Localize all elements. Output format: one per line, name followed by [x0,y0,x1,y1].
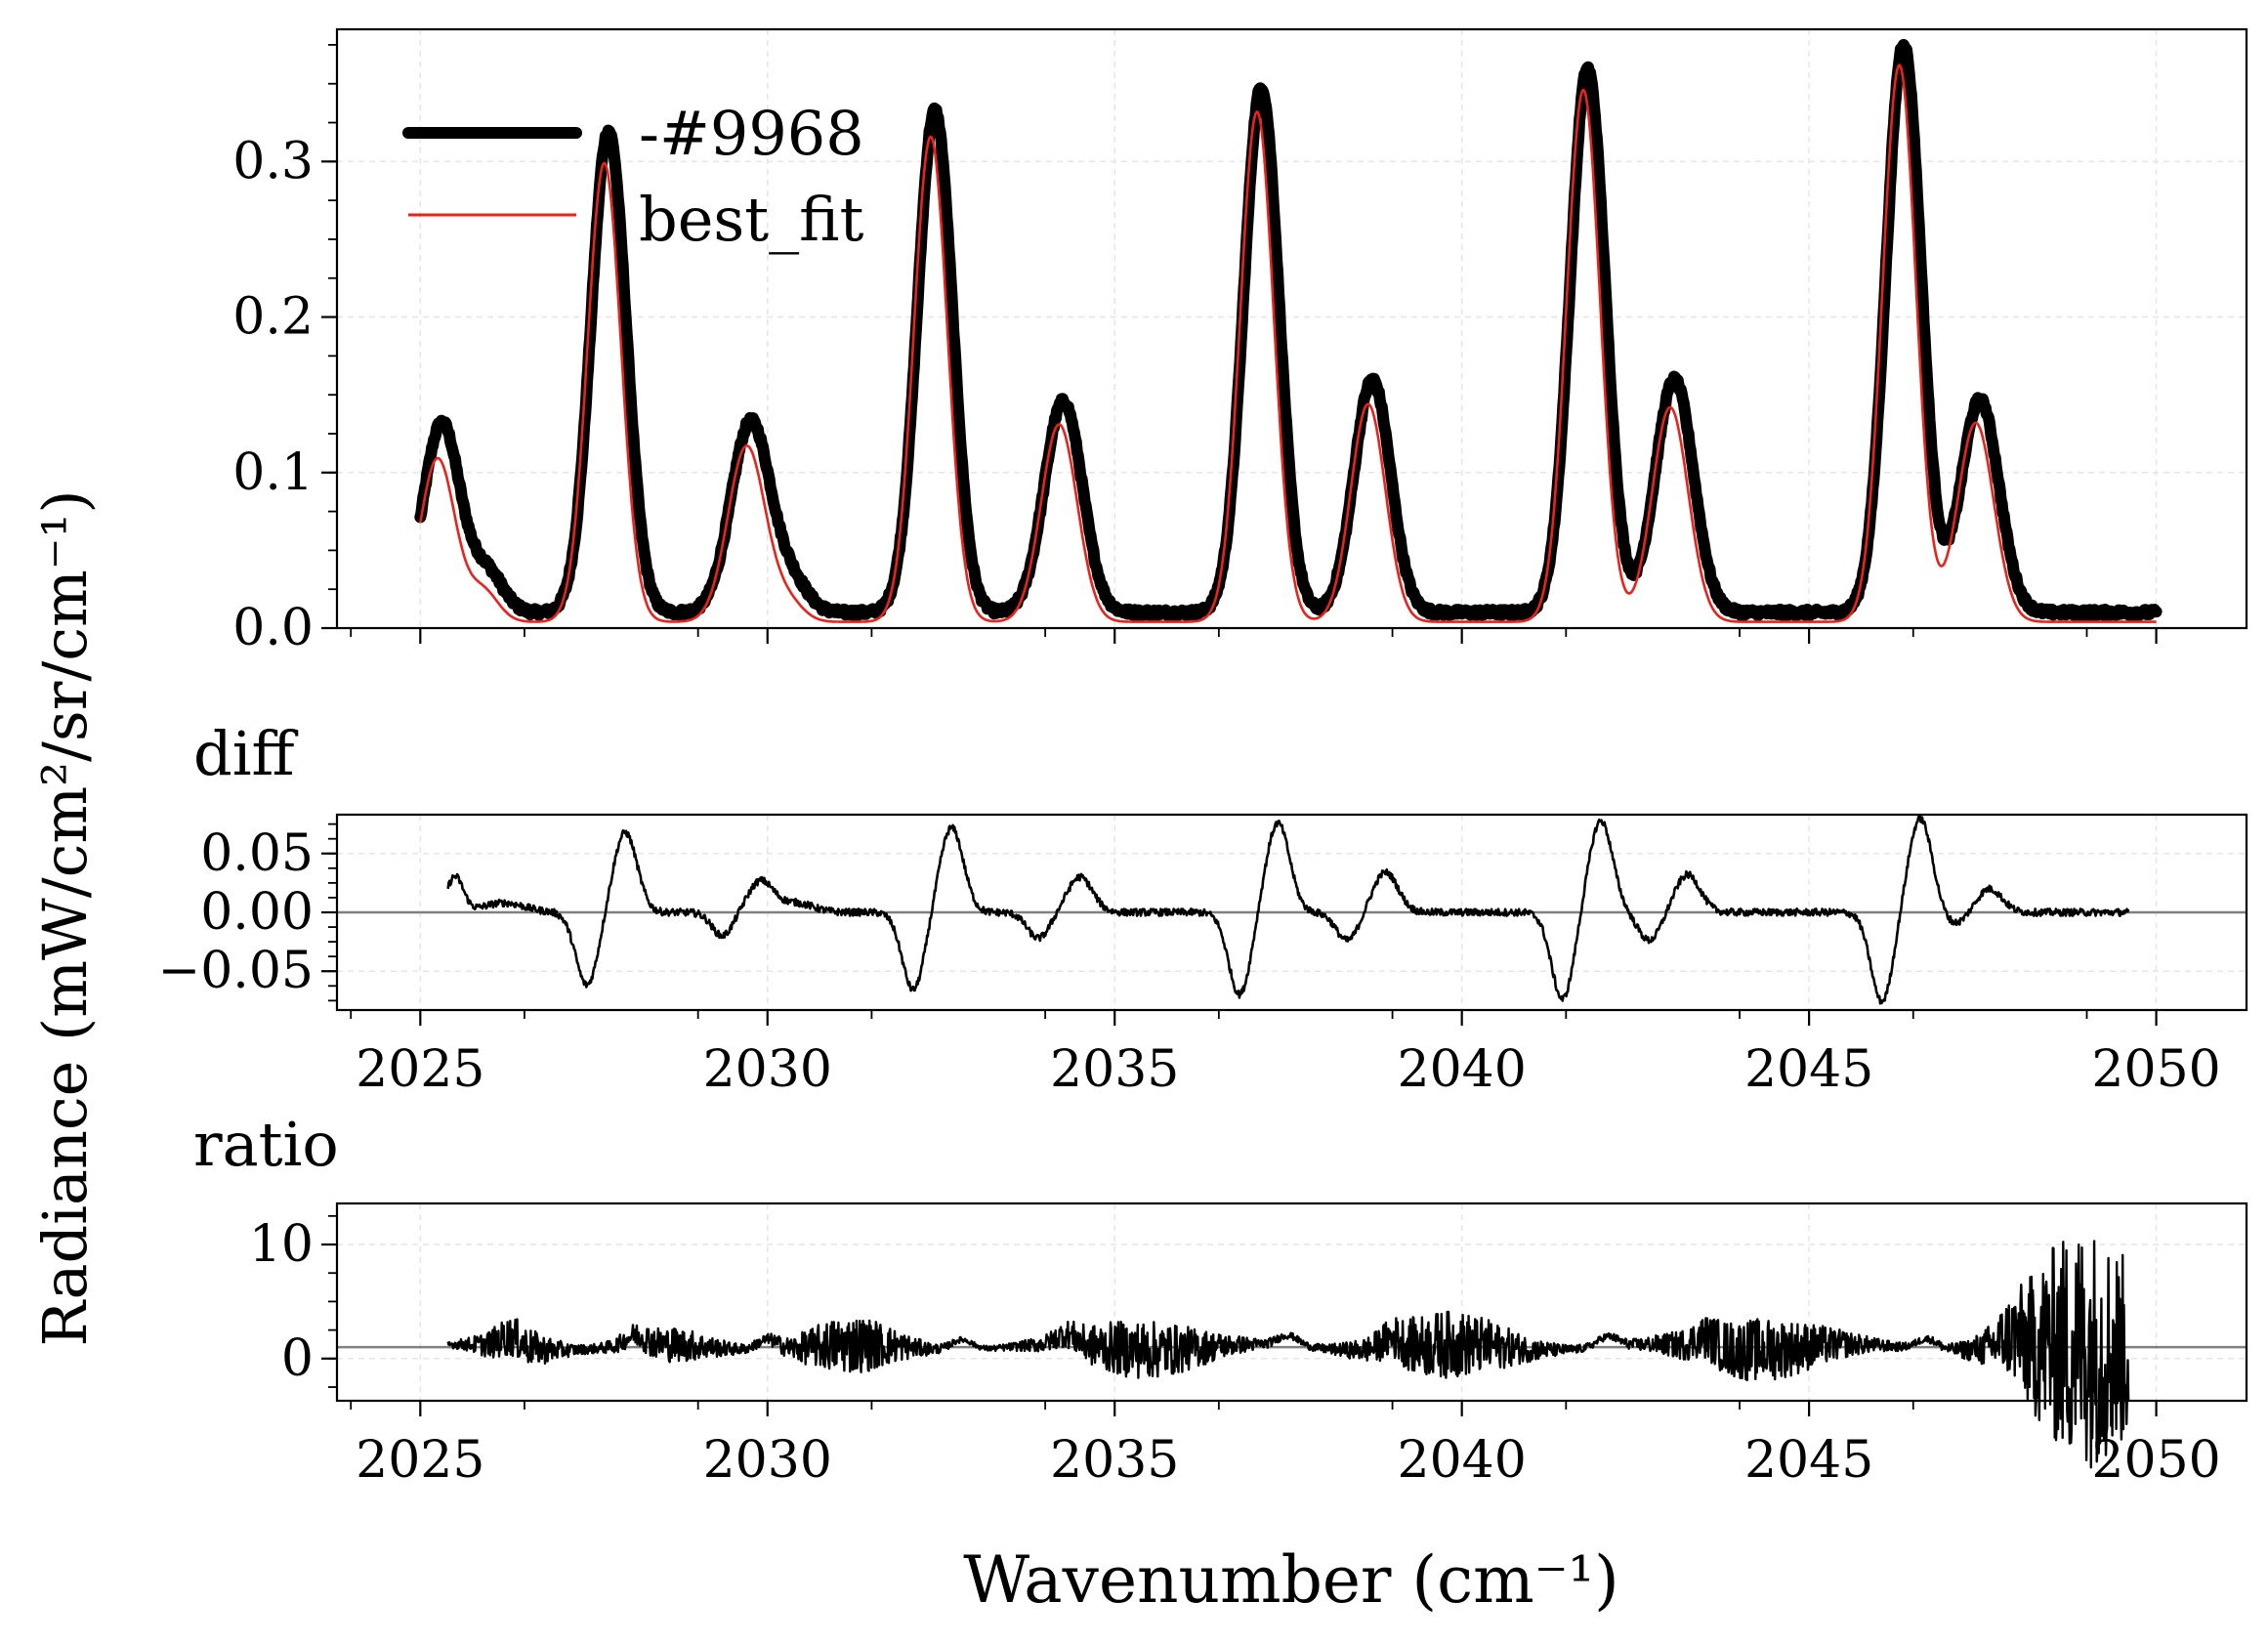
x-tick-label: 2040 [1398,1431,1527,1490]
spectrum-axes-frame [335,27,2248,630]
y-tick-label: 0 [281,1329,314,1388]
ratio-panel-title: ratio [193,1109,339,1180]
diff-ticks: 2025 2030 2035 2040 2045 2050 −0.050.000.05 [158,822,2221,1099]
spectrum-panel: 0.0 0.1 0.2 0.3 -#9968 best_fit [232,27,2248,657]
x-tick-label: 2025 [356,1431,484,1490]
x-tick-label: 2050 [2091,1040,2220,1099]
x-tick-label: 2035 [1050,1040,1179,1099]
y-tick-label: −0.05 [158,942,314,1000]
x-tick-label: 2035 [1050,1431,1179,1490]
ratio-ticks: 2025 2030 2035 2040 2045 2050 0 10 [249,1214,2221,1490]
ratio-axes-frame [335,1201,2248,1403]
x-tick-label: 2045 [1744,1431,1873,1490]
ratio-series [337,1240,2247,1469]
legend: -#9968 best_fit [402,98,864,255]
y-tick-label: 0.2 [232,288,314,347]
diff-series [337,814,2247,1005]
x-axis-label: Wavenumber (cm⁻¹) [963,1542,1619,1618]
diff-series-line [446,814,2130,1005]
y-tick-label: 0.05 [200,824,314,883]
y-tick-label: 0.00 [200,883,314,942]
diff-panel: diff 2025 2030 2035 2040 2045 2050 −0.050.000.… [158,718,2248,1099]
spectrum-series [414,38,2163,623]
x-tick-label: 2025 [356,1040,484,1099]
y-tick-label: 0.0 [232,599,314,657]
legend-label-data: -#9968 [639,98,864,169]
series-line-best-fit [419,63,2157,623]
x-tick-label: 2030 [703,1040,832,1099]
y-tick-label: 0.3 [232,132,314,190]
x-tick-label: 2050 [2091,1431,2220,1490]
series-line-data [414,38,2163,622]
x-tick-label: 2040 [1398,1040,1527,1099]
x-tick-label: 2030 [703,1431,832,1490]
y-tick-label: 0.1 [232,443,314,502]
ratio-grid [337,1203,2247,1401]
x-tick-label: 2045 [1744,1040,1873,1099]
diff-panel-title: diff [193,718,299,789]
legend-label-fit: best_fit [639,184,863,255]
ratio-panel: ratio 2025 2030 2035 2040 2045 2050 0 10 [193,1109,2248,1490]
y-axis-label: Radiance (mW/cm²/sr/cm⁻¹) [29,489,101,1346]
spectrum-ticks: 0.0 0.1 0.2 0.3 [232,44,2158,657]
y-tick-label: 10 [249,1215,314,1274]
ratio-series-line [446,1240,2130,1469]
